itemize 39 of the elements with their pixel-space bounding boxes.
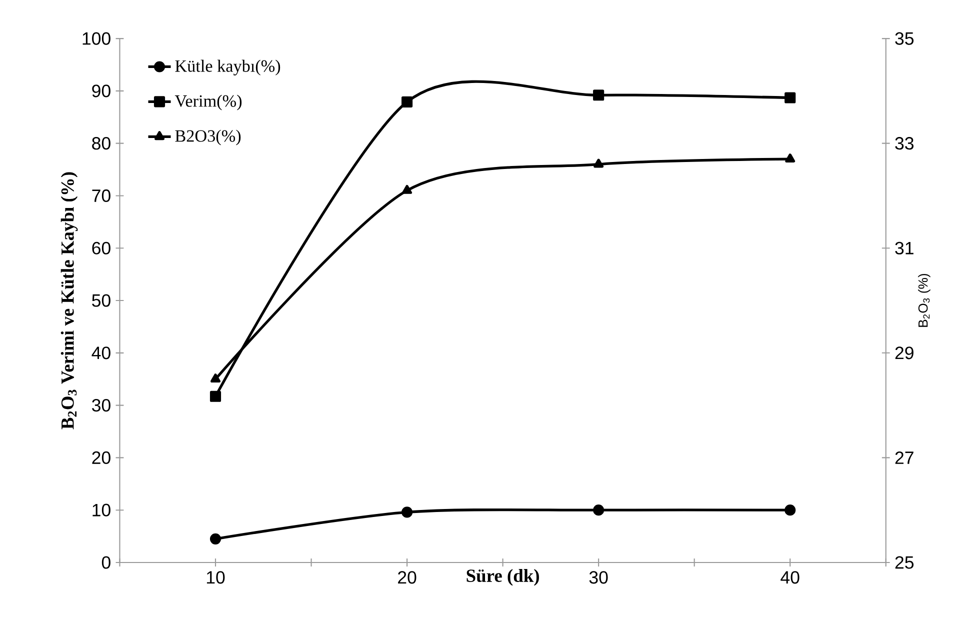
x-tick-label: 30 — [589, 571, 608, 584]
y-tick-label: 20 — [92, 452, 110, 464]
point — [402, 185, 412, 194]
y2-axis-title: B$_{2}$O$_{3}$ (%) — [918, 274, 930, 327]
x-axis-title: Süre (dk) — [466, 569, 539, 586]
x-tick-label: 10 — [206, 571, 225, 584]
y2-tick-label: 33 — [895, 137, 914, 150]
point — [594, 158, 604, 168]
point — [593, 90, 604, 101]
x-tick-label: 40 — [780, 571, 800, 584]
point — [401, 96, 413, 108]
y2-tick-label: 25 — [895, 556, 914, 569]
legend-label: Kütle kaybı(%) — [175, 60, 280, 76]
legend-label: B2O3(%) — [175, 130, 241, 146]
y-tick-label: 0 — [102, 556, 110, 569]
y-tick-label: 90 — [92, 84, 110, 98]
y-tick-label: 50 — [92, 294, 110, 307]
point — [784, 504, 796, 516]
y-tick-label: 30 — [92, 399, 110, 412]
y2-tick-label: 27 — [895, 452, 914, 464]
point — [210, 391, 222, 402]
point — [210, 534, 222, 545]
y-tick-label: 100 — [82, 32, 110, 45]
y2-tick-label: 35 — [895, 32, 914, 45]
y-tick-label: 80 — [92, 137, 110, 150]
y2-tick-label: 29 — [895, 346, 914, 360]
y-tick-label: 10 — [92, 504, 110, 517]
point — [210, 374, 220, 383]
y-axis-title: B$_{2}$O$_{3}$ Verimi ve Kütle Kaybı (%) — [60, 172, 78, 430]
point — [401, 506, 413, 518]
y-tick-label: 70 — [92, 190, 110, 202]
y-tick-label: 40 — [92, 346, 110, 360]
legend-label: Verim(%) — [174, 94, 242, 110]
x-tick-label: 20 — [398, 571, 416, 584]
y2-tick-label: 31 — [895, 242, 914, 255]
point — [785, 154, 796, 163]
point — [784, 92, 796, 104]
point — [593, 504, 604, 516]
y-tick-label: 60 — [92, 242, 110, 255]
